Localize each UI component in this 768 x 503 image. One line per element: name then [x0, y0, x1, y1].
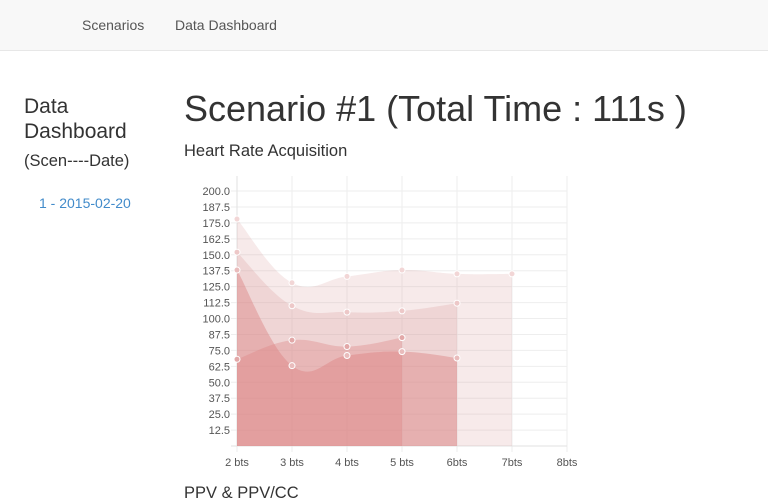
y-tick-label: 100.0	[202, 314, 230, 326]
top-navbar: Scenarios Data Dashboard	[0, 0, 768, 51]
y-tick-label: 137.5	[202, 266, 230, 278]
x-tick-label: 8bts	[557, 457, 578, 469]
series-area-1	[237, 219, 512, 446]
sidebar-subtitle: (Scen----Date)	[24, 152, 130, 170]
data-point[interactable]	[453, 299, 461, 307]
page-title: Scenario #1 (Total Time : 111s )	[184, 88, 687, 129]
x-tick-label: 6bts	[447, 457, 468, 469]
data-point[interactable]	[288, 336, 296, 344]
data-point[interactable]	[233, 266, 241, 274]
data-point[interactable]	[288, 279, 296, 287]
scenario-link[interactable]: 1 - 2015-02-20	[39, 195, 131, 211]
data-point[interactable]	[343, 308, 351, 316]
y-tick-label: 175.0	[202, 218, 230, 230]
data-point[interactable]	[233, 248, 241, 256]
data-point[interactable]	[288, 362, 296, 370]
heart-rate-section-title: Heart Rate Acquisition	[184, 142, 348, 160]
y-tick-label: 87.5	[209, 329, 230, 341]
data-point[interactable]	[343, 351, 351, 359]
y-tick-label: 25.0	[209, 409, 230, 421]
x-tick-label: 3 bts	[280, 457, 304, 469]
data-point[interactable]	[398, 266, 406, 274]
nav-scenarios-link[interactable]: Scenarios	[82, 17, 145, 33]
sidebar-title: Data Dashboard	[24, 95, 127, 143]
data-point[interactable]	[508, 270, 516, 278]
x-tick-label: 7bts	[502, 457, 523, 469]
x-tick-label: 4 bts	[335, 457, 359, 469]
data-point[interactable]	[343, 272, 351, 280]
x-tick-label: 5 bts	[390, 457, 414, 469]
chart-areas	[237, 219, 512, 446]
y-tick-label: 187.5	[202, 202, 230, 214]
y-tick-label: 112.5	[203, 298, 230, 310]
data-point[interactable]	[398, 348, 406, 356]
chart-points	[233, 215, 516, 370]
data-point[interactable]	[288, 302, 296, 310]
ppv-section-title: PPV & PPV/CC	[184, 484, 299, 502]
y-tick-label: 162.5	[202, 234, 230, 246]
data-point[interactable]	[398, 334, 406, 342]
y-tick-label: 12.5	[209, 425, 230, 437]
series-area-4	[237, 337, 402, 446]
data-point[interactable]	[453, 354, 461, 362]
data-point[interactable]	[233, 355, 241, 363]
y-tick-label: 62.5	[209, 361, 230, 373]
y-tick-label: 37.5	[209, 393, 230, 405]
y-tick-label: 200.0	[202, 186, 230, 198]
chart-grid	[231, 176, 568, 452]
y-tick-label: 50.0	[209, 377, 230, 389]
y-tick-label: 125.0	[202, 282, 230, 294]
nav-data-dashboard-link[interactable]: Data Dashboard	[175, 17, 277, 33]
data-point[interactable]	[398, 307, 406, 315]
y-tick-label: 150.0	[202, 250, 230, 262]
x-tick-label: 2 bts	[225, 457, 249, 469]
data-point[interactable]	[453, 270, 461, 278]
y-tick-label: 75.0	[209, 345, 230, 357]
data-point[interactable]	[343, 343, 351, 351]
chart-axis-labels: 200.0 187.5 175.0 162.5 150.0 137.5 125.0 112.5…	[202, 186, 577, 469]
data-point[interactable]	[233, 215, 241, 223]
